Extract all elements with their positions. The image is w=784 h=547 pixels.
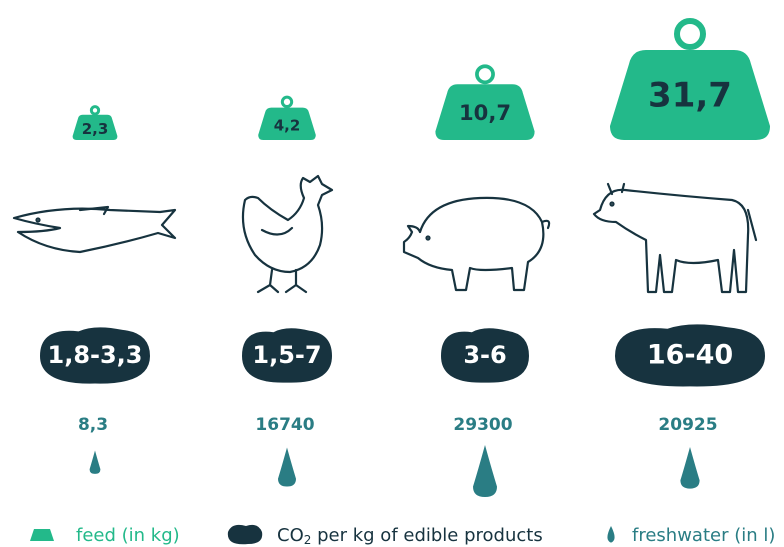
legend-feed: feed (in kg) <box>76 525 180 546</box>
water-drop <box>90 451 101 474</box>
co2-label: 16-40 <box>647 340 733 371</box>
pig-icon <box>404 198 549 290</box>
legend-feed-icon <box>30 529 54 541</box>
weight-ring <box>677 21 703 47</box>
co2-label: 1,5-7 <box>252 341 321 369</box>
water-drop <box>473 445 497 497</box>
weight-ring <box>282 97 291 106</box>
legend-co2-sub: 2 <box>304 533 312 547</box>
water-label: 29300 <box>453 415 512 435</box>
water-label: 8,3 <box>78 415 108 435</box>
legend-water-icon <box>607 526 614 543</box>
legend-co2-icon <box>228 525 262 544</box>
weight-ring <box>91 107 98 114</box>
feed-label: 10,7 <box>459 100 511 125</box>
water-label: 16740 <box>255 415 314 435</box>
water-label: 20925 <box>658 415 717 435</box>
weight-ring <box>477 66 493 82</box>
water-drop <box>680 447 699 489</box>
cow-icon <box>594 184 756 292</box>
legend-co2-rest: per kg of edible products <box>311 525 542 546</box>
feed-label: 31,7 <box>648 76 732 116</box>
legend-co2-prefix: CO <box>277 525 304 546</box>
legend-water: freshwater (in l) <box>632 525 775 546</box>
co2-label: 3-6 <box>463 341 506 369</box>
fish-icon <box>14 207 175 252</box>
chicken-icon <box>243 176 332 292</box>
co2-label: 1,8-3,3 <box>48 341 143 369</box>
water-drop <box>278 448 296 487</box>
feed-label: 2,3 <box>82 120 109 138</box>
infographic: feed (in kg) CO2 per kg of edible produc… <box>0 0 784 547</box>
legend-co2: CO2 per kg of edible products <box>277 525 543 547</box>
feed-label: 4,2 <box>274 116 301 134</box>
